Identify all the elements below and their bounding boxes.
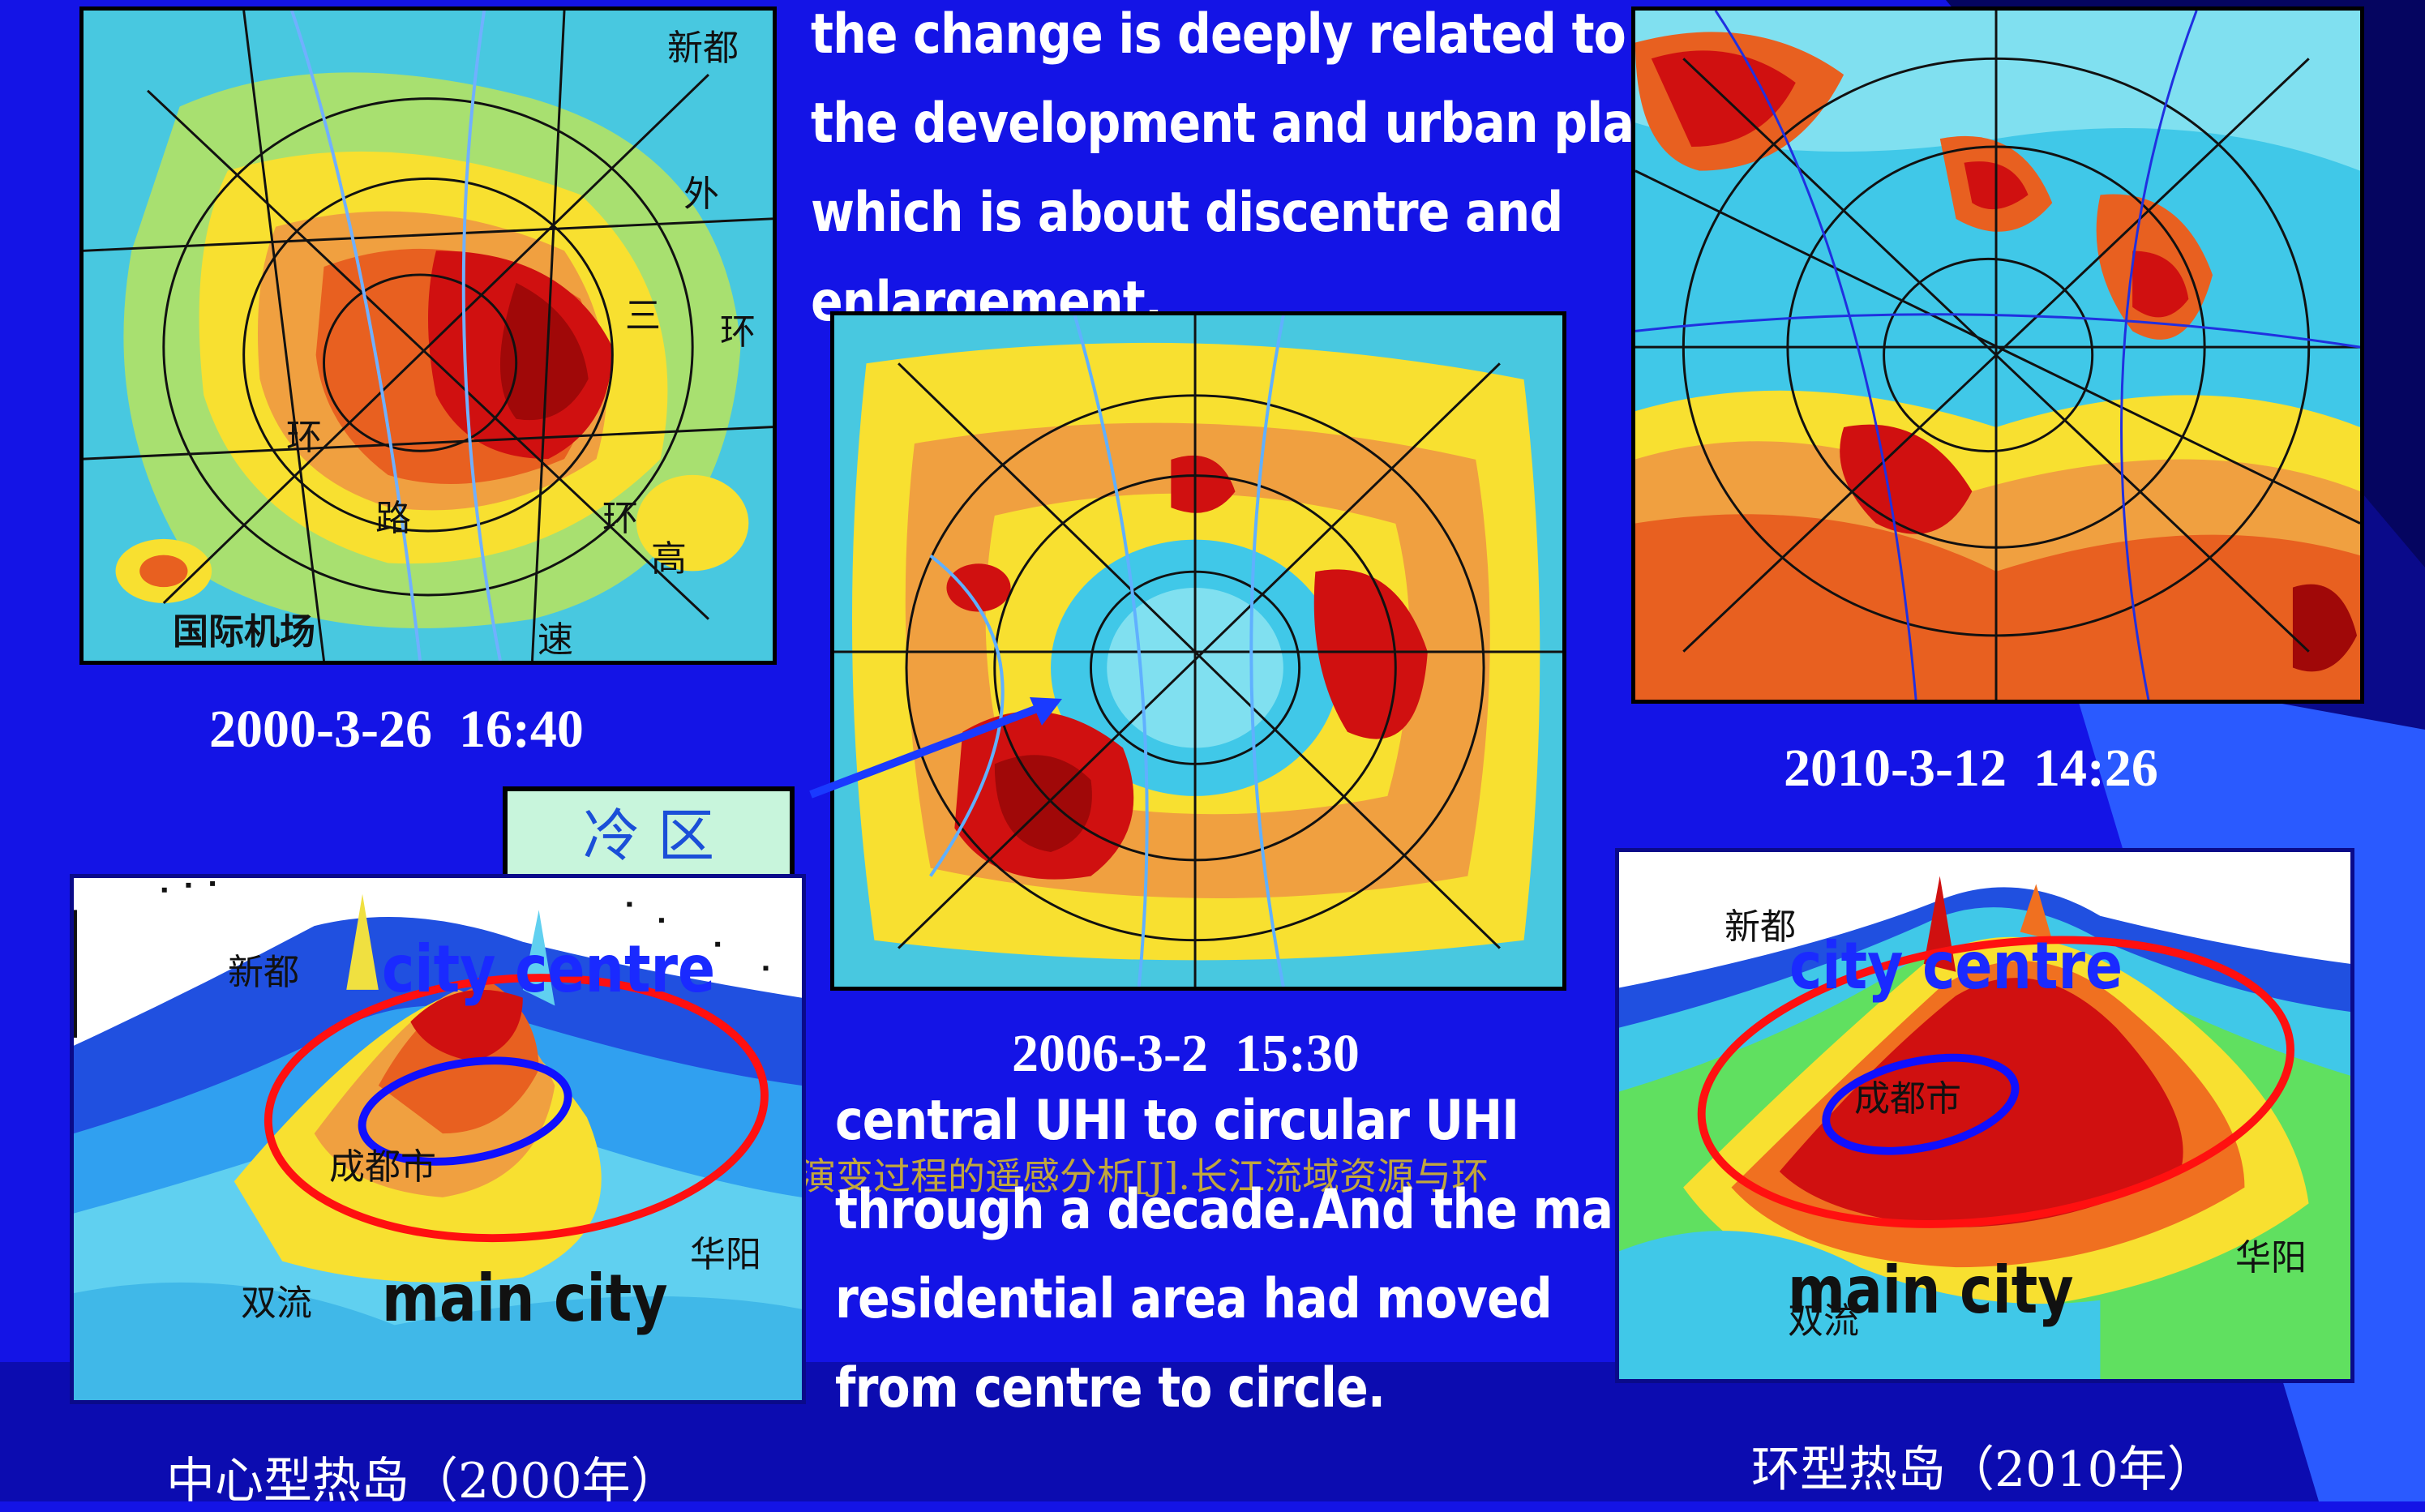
- paragraph-bottom: central UHI to circular UHI through a de…: [835, 1077, 1662, 1433]
- caption-model-2000: 中心型热岛（2000年）: [166, 1453, 679, 1510]
- model2000-label-shuangliu: 双流: [241, 1283, 312, 1324]
- model2010-label-shuangliu: 双流: [1788, 1300, 1859, 1342]
- caption-map-2010: 2010-3-12 14:26: [1784, 739, 2158, 798]
- map2000-label-huan: 环: [720, 311, 756, 353]
- model2010-label-main-city: main city: [1788, 1253, 2074, 1328]
- paragraph-top-line-2: the development and urban plan: [811, 92, 1668, 156]
- uhi-3d-model-2010: 新都 city centre 成都市 华阳 双流 main city: [1615, 848, 2354, 1383]
- model2010-label-xindu: 新都: [1724, 906, 1796, 948]
- paragraph-top-line-3: which is about discentre and: [811, 181, 1563, 245]
- uhi-3d-model-2000: 新都 city centre 成都市 华阳 双流 main city: [70, 874, 806, 1404]
- citation-overlay: 演变过程的遥感分析[J].长江流域资源与环: [799, 1154, 1489, 1198]
- uhi-map-2006: [830, 311, 1566, 991]
- uhi-map-2010: [1631, 6, 2364, 704]
- model2000-label-chengdu: 成都市: [329, 1146, 436, 1188]
- paragraph-bottom-line-1: central UHI to circular UHI: [835, 1089, 1519, 1153]
- model2000-label-city-centre: city centre: [382, 932, 716, 1007]
- map2000-label-huan2: 环: [286, 417, 322, 458]
- cold-zone-label: 冷 区: [503, 786, 795, 884]
- map2000-label-gao: 高: [651, 538, 687, 580]
- map2000-label-xindu: 新都: [667, 28, 739, 69]
- model2010-label-city-centre: city centre: [1789, 928, 2123, 1004]
- caption-model-2010: 环型热岛（2010年）: [1751, 1441, 2216, 1498]
- caption-map-2000: 2000-3-26 16:40: [209, 700, 584, 759]
- model2000-label-main-city: main city: [382, 1261, 668, 1336]
- arrow-to-cold-zone: [809, 697, 1062, 799]
- model2000-label-xindu: 新都: [228, 952, 299, 993]
- map2000-label-huan3: 环: [602, 498, 638, 539]
- uhi-map-2000: 新都 外 三 环 环 路 环 高 速 国际机场: [79, 6, 777, 665]
- model2010-label-huayang: 华阳: [2235, 1237, 2307, 1279]
- model2000-label-huayang: 华阳: [690, 1234, 761, 1275]
- map2000-label-su: 速: [538, 619, 573, 661]
- model2010-label-chengdu: 成都市: [1854, 1078, 1961, 1120]
- paragraph-bottom-line-2: through a decade.And the main: [835, 1178, 1662, 1242]
- map2000-label-airport: 国际机场: [173, 611, 315, 653]
- paragraph-bottom-line-3: residential area had moved: [835, 1267, 1553, 1331]
- map2000-label-lu: 路: [375, 498, 411, 539]
- paragraph-bottom-line-4: from centre to circle.: [835, 1356, 1386, 1420]
- paragraph-top-line-1: the change is deeply related to: [811, 2, 1626, 66]
- map2000-label-wai: 外: [683, 173, 719, 215]
- caption-map-2006: 2006-3-2 15:30: [1012, 1024, 1360, 1083]
- paragraph-top: the change is deeply related to the deve…: [811, 0, 1668, 347]
- map2000-label-san: 三: [625, 295, 661, 336]
